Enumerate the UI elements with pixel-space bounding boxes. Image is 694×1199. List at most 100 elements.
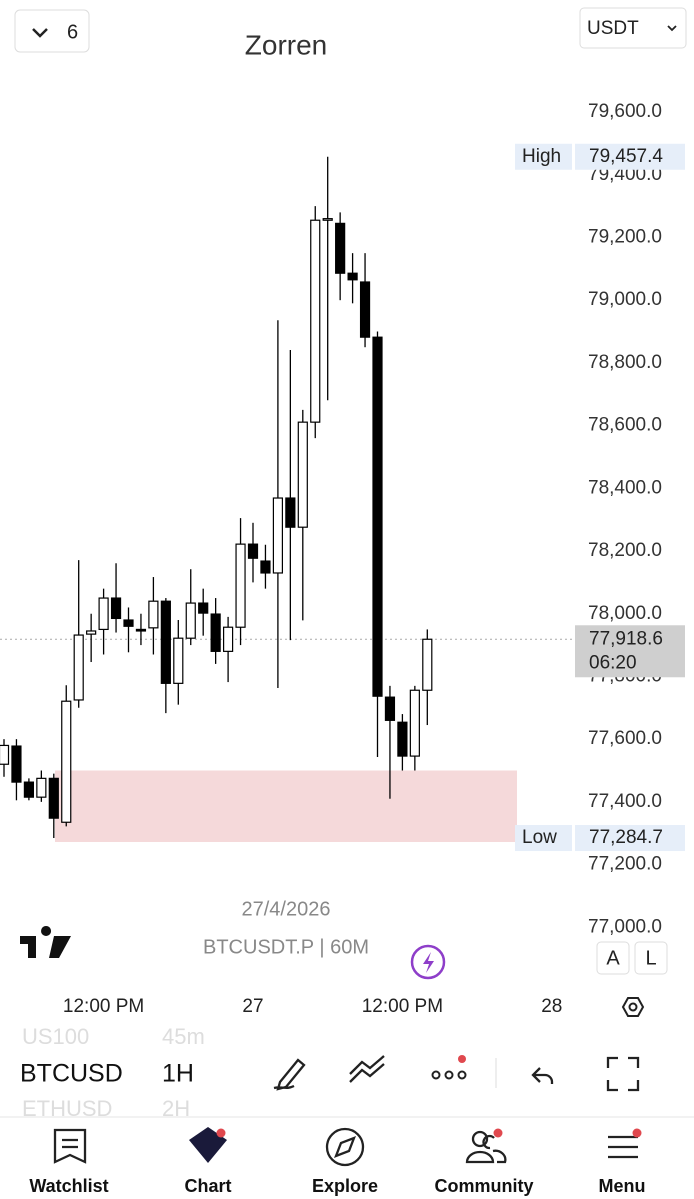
price-tag-name-bg [515, 143, 572, 170]
plot: 77,000.077,200.077,400.077,600.077,800.0… [0, 101, 662, 937]
candle-body [11, 745, 22, 783]
chart-icon[interactable] [189, 1127, 227, 1163]
candle-body [210, 613, 221, 652]
badge [458, 1055, 466, 1063]
chevron-icon [32, 28, 48, 38]
fullscreen-icon[interactable] [606, 1056, 640, 1092]
candle-body [48, 777, 59, 819]
brush-icon[interactable] [273, 1058, 306, 1091]
y-tick-label: 78,200.0 [588, 540, 662, 561]
candle-body [173, 637, 184, 684]
candle-body [347, 272, 358, 281]
nav-label[interactable]: Menu [599, 1176, 646, 1196]
y-tick-label: 79,000.0 [588, 289, 662, 310]
lightning-icon [423, 952, 434, 973]
dropdown-icon [667, 25, 677, 32]
candle-body [86, 630, 97, 635]
candle-body [23, 781, 34, 798]
settings-icon[interactable] [621, 997, 645, 1017]
auto-scale-button[interactable] [596, 941, 630, 975]
toolbar-symbol[interactable]: BTCUSD [20, 1060, 123, 1088]
x-tick-label: 28 [541, 996, 562, 1017]
candle-body [310, 219, 321, 423]
date: 27/4/2026 [242, 898, 331, 920]
y-tick-label: 77,000.0 [588, 916, 662, 937]
candle-body [185, 602, 196, 639]
toolbar-prev-symbol: US100 [22, 1024, 89, 1049]
symbol: BTCUSDT.P | 60M [203, 936, 369, 958]
log-scale-label: L [645, 947, 656, 969]
candle-body [409, 689, 420, 757]
candle-body [110, 597, 122, 620]
candle-body [36, 777, 47, 798]
candle-body [135, 628, 147, 632]
layout-count: 6 [67, 21, 78, 43]
badge [632, 1128, 642, 1138]
candle-body [198, 602, 209, 614]
candle-body [384, 696, 396, 721]
price-tag-bg [575, 143, 685, 170]
candle-body [272, 497, 283, 574]
menu-icon[interactable] [608, 1135, 638, 1159]
price-tag-bg [575, 825, 685, 852]
candle-body [61, 700, 72, 823]
nav-label[interactable]: Chart [184, 1176, 231, 1196]
settings-icon-center [628, 1002, 638, 1012]
y-tick-label: 78,600.0 [588, 415, 662, 436]
price-tag: 79,457.4 [589, 146, 663, 167]
candle-body [297, 421, 308, 528]
price-tag-name: High [522, 146, 561, 167]
candle-body [223, 626, 234, 652]
candle-body [148, 600, 159, 629]
candle-body [235, 543, 246, 628]
watchlist-icon[interactable] [53, 1128, 87, 1164]
candle-body [0, 744, 10, 765]
price-tag: 77,284.7 [589, 827, 663, 848]
y-tick-label: 78,400.0 [588, 477, 662, 498]
candle-body [123, 619, 134, 627]
layout-button[interactable] [14, 9, 90, 53]
y-tick-label: 77,600.0 [588, 728, 662, 749]
candle-body [73, 634, 84, 701]
y-tick-label: 79,600.0 [588, 101, 662, 122]
trend-icon[interactable] [349, 1055, 385, 1083]
candle-body [98, 597, 109, 631]
candle-body [422, 638, 433, 691]
y-tick-label: 78,000.0 [588, 603, 662, 624]
nav-label[interactable]: Explore [312, 1176, 378, 1196]
countdown: 06:20 [589, 652, 637, 673]
y-tick-label: 77,200.0 [588, 854, 662, 875]
price-tag-name-bg [515, 825, 572, 852]
auto-scale-label: A [606, 947, 620, 969]
y-tick-label: 78,800.0 [588, 352, 662, 373]
currency: USDT [587, 18, 639, 39]
badge [216, 1128, 226, 1138]
nav-label[interactable]: Watchlist [29, 1176, 108, 1196]
badge [493, 1128, 503, 1138]
candle-body [397, 721, 408, 757]
candle-body [247, 543, 259, 559]
x-tick-label: 27 [242, 996, 263, 1017]
more-icon [444, 1070, 454, 1080]
explore-icon[interactable] [325, 1127, 365, 1167]
nav-label[interactable]: Community [435, 1176, 534, 1196]
toolbar-interval[interactable]: 1H [162, 1060, 194, 1088]
price-tag-name: Low [522, 827, 557, 848]
candle-body [322, 218, 333, 221]
candle-body [335, 222, 346, 274]
bottom-panel [0, 935, 694, 1199]
currency-select[interactable] [579, 7, 687, 49]
more-icon[interactable] [431, 1070, 441, 1080]
community-icon[interactable] [471, 1130, 489, 1148]
log-scale-button[interactable] [634, 941, 668, 975]
y-tick-label: 77,400.0 [588, 791, 662, 812]
candle-body [359, 281, 371, 338]
logo [20, 926, 71, 958]
overlay: 6 Zorren USDT 27/4/2026 BTCUSDT.P | 60M … [0, 7, 694, 1196]
x-tick-label: 12:00 PM [63, 996, 144, 1017]
undo-icon[interactable] [531, 1067, 554, 1084]
last-price-bg [575, 625, 685, 678]
x-tick-label: 12:00 PM [362, 996, 443, 1017]
zone [55, 770, 517, 843]
